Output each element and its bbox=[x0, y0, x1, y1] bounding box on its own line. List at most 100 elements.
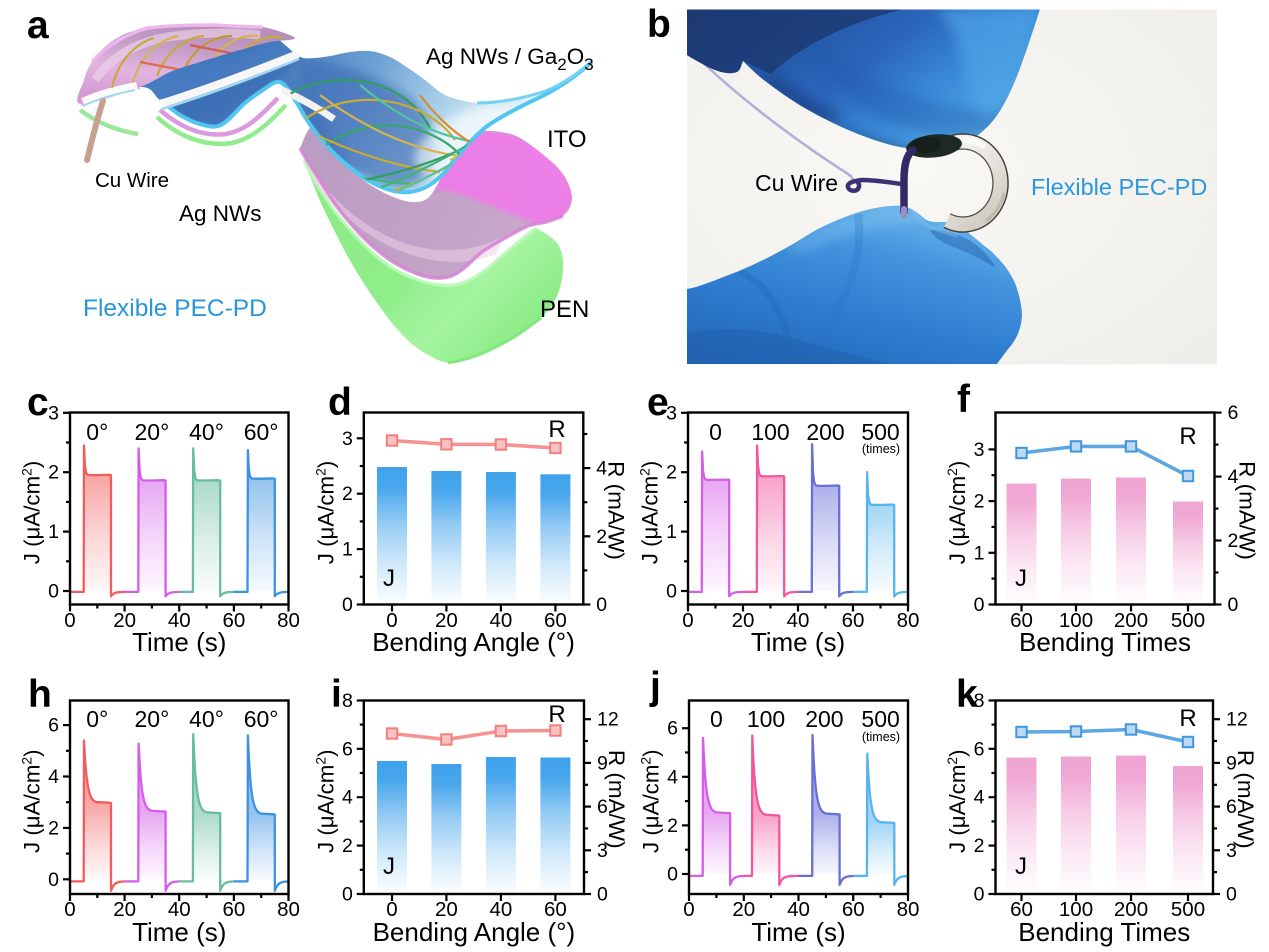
svg-text:20°: 20° bbox=[135, 706, 170, 732]
svg-text:40: 40 bbox=[168, 609, 191, 632]
svg-text:500: 500 bbox=[861, 706, 899, 732]
svg-text:e: e bbox=[647, 381, 669, 424]
svg-text:J: J bbox=[1015, 565, 1027, 592]
svg-text:80: 80 bbox=[277, 898, 300, 921]
svg-text:20: 20 bbox=[435, 898, 458, 921]
svg-text:J (μA/cm2): J (μA/cm2) bbox=[20, 749, 45, 853]
svg-text:20: 20 bbox=[732, 609, 755, 632]
svg-text:40: 40 bbox=[787, 898, 810, 921]
svg-text:J (μA/cm2): J (μA/cm2) bbox=[638, 461, 663, 565]
svg-text:100: 100 bbox=[1059, 609, 1093, 632]
svg-text:40°: 40° bbox=[189, 419, 224, 445]
svg-text:Time (s): Time (s) bbox=[751, 627, 845, 657]
svg-text:60: 60 bbox=[544, 898, 567, 921]
svg-text:Time (s): Time (s) bbox=[132, 627, 226, 657]
svg-text:60: 60 bbox=[544, 609, 567, 632]
svg-text:2: 2 bbox=[48, 462, 59, 484]
svg-text:J (μA/cm2): J (μA/cm2) bbox=[20, 461, 45, 565]
svg-text:8: 8 bbox=[974, 690, 985, 712]
svg-text:100: 100 bbox=[751, 419, 789, 445]
svg-text:0: 0 bbox=[64, 898, 75, 921]
svg-text:40: 40 bbox=[489, 898, 512, 921]
svg-text:Flexible PEC-PD: Flexible PEC-PD bbox=[83, 295, 267, 322]
svg-text:0: 0 bbox=[1228, 594, 1239, 616]
svg-text:0: 0 bbox=[683, 898, 694, 921]
svg-text:60: 60 bbox=[222, 898, 245, 921]
svg-text:20: 20 bbox=[435, 609, 458, 632]
svg-text:500: 500 bbox=[1171, 609, 1205, 632]
svg-text:Bending Times: Bending Times bbox=[1018, 917, 1190, 947]
svg-text:0: 0 bbox=[64, 609, 75, 632]
svg-text:60: 60 bbox=[842, 609, 865, 632]
svg-text:60°: 60° bbox=[244, 706, 279, 732]
svg-text:2: 2 bbox=[974, 491, 985, 513]
svg-text:0: 0 bbox=[386, 898, 397, 921]
svg-text:0: 0 bbox=[974, 594, 985, 616]
svg-text:0: 0 bbox=[48, 869, 59, 891]
svg-text:R: R bbox=[548, 416, 565, 443]
svg-text:40°: 40° bbox=[189, 706, 224, 732]
svg-text:0: 0 bbox=[597, 884, 608, 906]
svg-text:200: 200 bbox=[1114, 609, 1148, 632]
svg-text:J (μA/cm2): J (μA/cm2) bbox=[945, 749, 970, 853]
svg-text:Ag NWs: Ag NWs bbox=[179, 201, 262, 226]
svg-text:R (mA/W): R (mA/W) bbox=[1233, 750, 1258, 849]
svg-text:i: i bbox=[331, 673, 342, 716]
svg-text:2: 2 bbox=[342, 835, 353, 857]
svg-text:4: 4 bbox=[974, 787, 985, 809]
svg-text:100: 100 bbox=[747, 706, 785, 732]
svg-text:9: 9 bbox=[597, 752, 608, 774]
svg-text:k: k bbox=[956, 673, 978, 716]
svg-text:60: 60 bbox=[842, 898, 865, 921]
svg-text:J: J bbox=[383, 565, 395, 592]
svg-text:2: 2 bbox=[596, 526, 607, 548]
svg-text:J: J bbox=[1015, 853, 1027, 880]
svg-text:(times): (times) bbox=[862, 730, 900, 744]
svg-text:0: 0 bbox=[342, 884, 353, 906]
svg-text:500: 500 bbox=[861, 419, 899, 445]
svg-text:0: 0 bbox=[709, 419, 722, 445]
svg-text:3: 3 bbox=[666, 402, 677, 424]
svg-text:J (μA/cm2): J (μA/cm2) bbox=[945, 461, 970, 565]
svg-text:1: 1 bbox=[342, 539, 353, 561]
svg-text:200: 200 bbox=[805, 706, 843, 732]
svg-text:0: 0 bbox=[596, 594, 607, 616]
svg-text:0: 0 bbox=[974, 884, 985, 906]
svg-text:Cu Wire: Cu Wire bbox=[755, 170, 838, 196]
svg-text:2: 2 bbox=[342, 483, 353, 505]
svg-text:60: 60 bbox=[1010, 609, 1033, 632]
svg-text:Bending Times: Bending Times bbox=[1019, 627, 1191, 657]
svg-text:2: 2 bbox=[666, 462, 677, 484]
svg-text:R: R bbox=[1179, 705, 1196, 732]
svg-text:4: 4 bbox=[596, 458, 607, 480]
svg-text:20: 20 bbox=[113, 609, 136, 632]
svg-text:80: 80 bbox=[897, 609, 920, 632]
svg-text:6: 6 bbox=[597, 796, 608, 818]
svg-text:3: 3 bbox=[974, 439, 985, 461]
svg-text:3: 3 bbox=[1226, 840, 1237, 862]
svg-text:6: 6 bbox=[974, 738, 985, 760]
svg-text:3: 3 bbox=[342, 428, 353, 450]
svg-text:j: j bbox=[649, 665, 661, 708]
svg-text:0: 0 bbox=[667, 864, 678, 886]
svg-text:6: 6 bbox=[667, 718, 678, 740]
svg-text:(times): (times) bbox=[862, 442, 900, 456]
svg-text:12: 12 bbox=[597, 709, 619, 731]
svg-text:6: 6 bbox=[1226, 796, 1237, 818]
svg-text:Time (s): Time (s) bbox=[132, 917, 226, 947]
svg-text:8: 8 bbox=[342, 690, 353, 712]
svg-text:f: f bbox=[957, 378, 971, 421]
svg-text:4: 4 bbox=[342, 787, 353, 809]
svg-text:0: 0 bbox=[48, 581, 59, 603]
svg-text:Cu Wire: Cu Wire bbox=[95, 169, 169, 192]
svg-text:0: 0 bbox=[682, 609, 693, 632]
svg-text:0: 0 bbox=[666, 581, 677, 603]
svg-text:4: 4 bbox=[667, 766, 678, 788]
svg-text:Time (s): Time (s) bbox=[751, 917, 845, 947]
svg-text:80: 80 bbox=[277, 609, 300, 632]
svg-text:0: 0 bbox=[386, 609, 397, 632]
svg-text:20: 20 bbox=[732, 898, 755, 921]
svg-text:0: 0 bbox=[1226, 884, 1237, 906]
svg-text:200: 200 bbox=[806, 419, 844, 445]
svg-text:J (μA/cm2): J (μA/cm2) bbox=[639, 749, 664, 853]
